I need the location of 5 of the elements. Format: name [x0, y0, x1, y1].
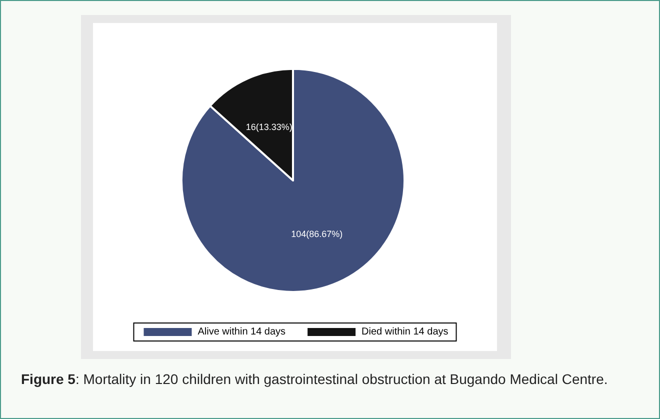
- data-label: 104(86.67%): [291, 229, 343, 240]
- legend-label: Died within 14 days: [362, 326, 448, 338]
- caption: Figure 5: Mortality in 120 children with gastrointestinal obstruction at Bugando Medical Centre.: [21, 370, 609, 389]
- data-label: 16(13.33%): [246, 122, 292, 132]
- legend-label: Alive within 14 days: [198, 326, 286, 338]
